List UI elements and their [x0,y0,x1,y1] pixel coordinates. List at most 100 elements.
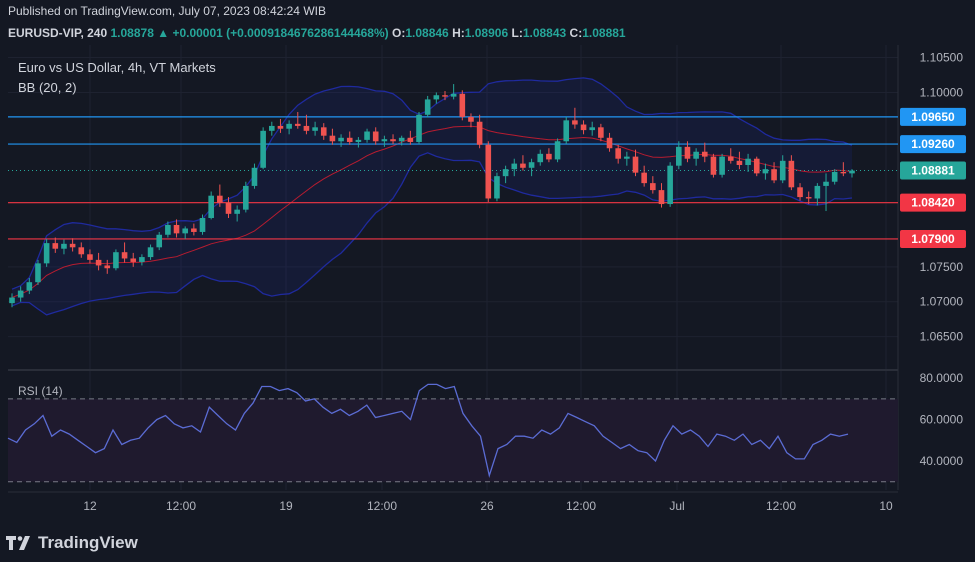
candle-body [797,187,803,198]
candle-body [485,144,492,199]
candle-body [243,185,249,210]
price-level-tag-label: 1.09650 [911,110,955,124]
candle-body [433,95,440,100]
candle-body [459,93,466,117]
candle-body [424,99,431,115]
candle-body [624,156,630,159]
candle-body [658,190,665,205]
candle-body [563,120,570,142]
candle-body [502,169,509,177]
open-value: 1.08846 [405,26,449,40]
price-change: ▲ +0.00001 (+0.0009184676286144468%) [157,26,389,40]
candle-body [753,158,760,174]
candle-body [113,252,119,269]
candle-body [208,195,214,219]
candle-body [468,116,474,122]
candle-body [9,297,15,304]
price-level-tag [900,229,966,248]
rsi-line [7,383,849,478]
price-tick-label: 1.10500 [920,51,964,65]
candle-body [641,172,647,184]
candle-body [372,131,379,142]
candle-body [650,183,656,191]
axes: 1.10500 1.10000 1.07500 1.07000 1.06500 80.00… [83,51,966,513]
candle-body [225,202,232,214]
symbol-name: EURUSD-VIP, 240 [8,26,108,40]
candle-body [191,228,197,232]
current-price-tag-label: 1.08881 [911,164,955,178]
bb-lower-band [11,152,853,316]
candle-body [346,137,353,142]
candle-body [849,170,855,174]
candle-body [442,95,448,97]
candle-body [572,120,578,125]
candle-body [251,167,258,186]
bb-fill [12,77,852,315]
candle-body [268,125,275,131]
candles [9,84,855,308]
candle-body [831,171,838,182]
candle-body [182,228,188,234]
candle-body [355,139,362,142]
candle-body [771,169,777,181]
candle-body [147,247,154,258]
candle-body [95,259,102,266]
close-label: C: [569,26,583,40]
candle-body [494,176,500,199]
candle-body [303,125,310,131]
time-tick-label: 19 [279,499,293,513]
candle-body [139,257,145,262]
candle-body [130,258,137,262]
candle-body [537,153,544,163]
candle-body [338,137,344,142]
price-tick-label: 1.07000 [920,295,964,309]
bb-upper-band [11,77,853,290]
candle-body [546,153,552,160]
candle-body [312,127,318,131]
low-label: L: [511,26,523,40]
time-tick-label: 26 [480,499,494,513]
candle-body [381,139,388,142]
candle-body [710,156,717,175]
close-value: 1.08881 [582,26,626,40]
bollinger-bands [11,77,853,316]
candle-body [416,114,422,142]
tradingview-logo[interactable]: TradingView [6,533,138,553]
candle-body [61,243,67,249]
candle-body [217,195,223,203]
rsi-band-fill [8,398,898,482]
candle-body [719,156,725,175]
high-label: H: [452,26,465,40]
candle-body [286,123,292,129]
candle-body [823,181,829,186]
candle-body [156,234,163,248]
candle-body [727,156,734,161]
rsi-tick-label: 40.0000 [920,454,964,468]
candle-body [121,252,128,259]
candle-body [840,171,847,174]
candle-body [745,158,751,165]
rsi-indicator-label[interactable]: RSI (14) [18,384,63,398]
low-value: 1.08843 [522,26,567,40]
candle-body [294,123,301,126]
candle-body [788,160,795,188]
candle-body [104,265,111,269]
price-level-tag [900,193,966,212]
candle-body [606,137,613,149]
price-tick-label: 1.06500 [920,330,964,344]
candle-body [779,160,786,181]
price-tick-label: 1.10000 [920,85,964,99]
candle-body [407,137,414,142]
bb-indicator-label[interactable]: BB (20, 2) [18,80,77,95]
time-tick-label: 12:00 [166,499,196,513]
candle-body [234,209,240,214]
candle-body [329,135,336,142]
rsi-tick-label: 60.0000 [920,413,964,427]
candle-body [398,137,405,142]
current-price-tag [900,161,966,180]
bb-basis [11,125,853,298]
time-tick-label: 12 [83,499,97,513]
brand-name: TradingView [38,533,138,552]
candle-body [667,165,673,205]
